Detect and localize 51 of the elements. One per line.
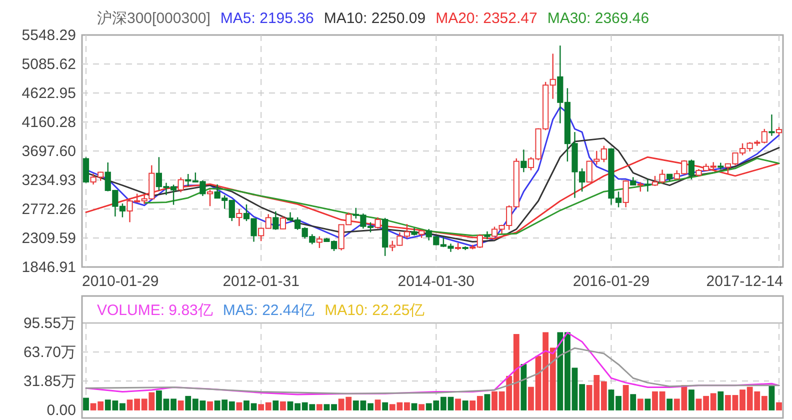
text: MA10: 2250.09 bbox=[324, 10, 426, 27]
bar bbox=[622, 385, 629, 410]
x-tick-label: 2014-01-30 bbox=[398, 273, 475, 290]
bar bbox=[236, 402, 242, 410]
bar bbox=[776, 402, 782, 410]
x-tick-label: 2012-01-31 bbox=[222, 273, 300, 290]
bar bbox=[644, 398, 651, 410]
text: MA30: 2369.46 bbox=[547, 10, 650, 27]
y-tick-label: 31.85万 bbox=[23, 373, 76, 390]
x-tick-label: 2010-01-29 bbox=[82, 273, 159, 290]
y-tick-label: 4160.28 bbox=[22, 114, 76, 131]
y-tick-label: 95.55万 bbox=[23, 315, 76, 332]
bar bbox=[637, 398, 644, 410]
y-tick-label: 5085.62 bbox=[22, 56, 76, 73]
bar bbox=[768, 385, 775, 410]
bar bbox=[718, 391, 724, 410]
bar bbox=[83, 398, 89, 410]
bar bbox=[520, 364, 527, 410]
chart-title: 沪深300[000300] bbox=[97, 10, 210, 27]
y-tick-label: 2309.59 bbox=[22, 230, 76, 247]
bar bbox=[411, 403, 418, 410]
y-tick-label: 2772.26 bbox=[22, 201, 76, 218]
bar bbox=[316, 404, 322, 410]
x-tick-label: 2016-01-29 bbox=[572, 273, 650, 290]
bar bbox=[382, 402, 388, 410]
bar bbox=[178, 400, 184, 410]
bar bbox=[462, 400, 468, 410]
line-series bbox=[85, 347, 780, 394]
bar bbox=[272, 400, 279, 410]
y-tick-label: 4622.95 bbox=[22, 85, 76, 102]
bar bbox=[207, 401, 213, 410]
bar bbox=[630, 394, 636, 410]
y-tick-label: 3234.93 bbox=[22, 172, 76, 189]
bar bbox=[280, 401, 286, 410]
y-tick-label: 1846.91 bbox=[22, 259, 76, 276]
x-tick-label: 2017-12-14 bbox=[706, 273, 783, 290]
y-tick-label: 3697.60 bbox=[22, 143, 76, 160]
text: MA10: 22.25亿 bbox=[324, 302, 425, 319]
bar bbox=[484, 394, 490, 410]
bar bbox=[666, 398, 673, 410]
y-tick-label: 63.70万 bbox=[23, 344, 76, 361]
text: MA5: 2195.36 bbox=[220, 10, 314, 27]
bar bbox=[455, 398, 461, 410]
bar bbox=[418, 404, 425, 410]
text: MA5: 22.44亿 bbox=[222, 302, 315, 319]
text: VOLUME: 9.83亿 bbox=[97, 302, 213, 319]
y-tick-label: 5548.29 bbox=[22, 27, 76, 44]
bar bbox=[688, 390, 694, 410]
y-tick-label: 0.00 bbox=[46, 402, 76, 419]
text: MA20: 2352.47 bbox=[436, 10, 538, 27]
bar bbox=[374, 400, 381, 410]
